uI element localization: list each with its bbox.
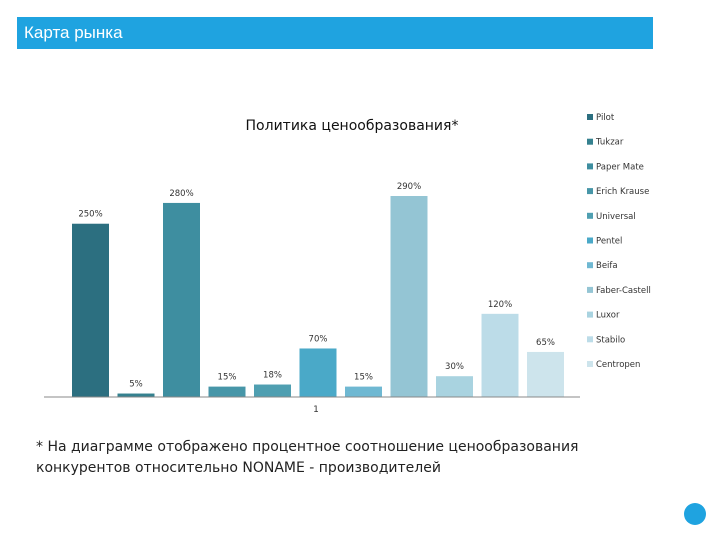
- data-label-pentel: 70%: [309, 334, 328, 344]
- legend-swatch-faber-castell: [587, 286, 593, 293]
- bar-centropen: [527, 351, 564, 397]
- data-label-stabilo: 120%: [488, 300, 512, 310]
- data-label-centropen: 65%: [536, 338, 555, 348]
- legend-label-universal: Universal: [596, 212, 636, 222]
- legend-label-erich-krause: Erich Krause: [596, 187, 649, 197]
- data-label-faber-castell: 290%: [397, 182, 421, 192]
- legend-swatch-tukzar: [587, 138, 593, 145]
- legend-label-pentel: Pentel: [596, 237, 622, 247]
- bar-erich-krause: [208, 386, 246, 397]
- legend-swatch-stabilo: [587, 336, 593, 343]
- bar-stabilo: [481, 313, 519, 397]
- legend-swatch-paper-mate: [587, 163, 593, 170]
- legend-swatch-centropen: [587, 361, 593, 367]
- x-tick-label: 1: [313, 405, 319, 415]
- legend-label-luxor: Luxor: [596, 311, 620, 321]
- data-label-universal: 18%: [263, 371, 282, 381]
- legend-label-paper-mate: Paper Mate: [596, 162, 644, 172]
- bar-pilot: [72, 223, 109, 397]
- legend-label-faber-castell: Faber-Castell: [596, 286, 651, 296]
- legend-swatch-pilot: [587, 114, 593, 120]
- bar-luxor: [436, 376, 473, 397]
- data-label-beifa: 15%: [354, 373, 373, 383]
- data-label-pilot: 250%: [78, 210, 102, 220]
- legend-swatch-beifa: [587, 262, 593, 269]
- bar-universal: [254, 384, 291, 397]
- legend-swatch-erich-krause: [587, 188, 593, 195]
- legend-label-beifa: Beifa: [596, 261, 618, 271]
- legend-swatch-universal: [587, 212, 593, 219]
- legend-label-centropen: Centropen: [596, 360, 640, 370]
- legend-label-tukzar: Tukzar: [595, 138, 624, 148]
- bar-tukzar: [117, 393, 155, 397]
- legend-label-pilot: Pilot: [596, 113, 615, 123]
- bar-beifa: [345, 386, 382, 397]
- slide-nav-dot[interactable]: [684, 503, 706, 525]
- chart-title: Политика ценообразования*: [246, 118, 459, 134]
- data-label-erich-krause: 15%: [218, 373, 237, 383]
- legend-swatch-pentel: [587, 237, 593, 244]
- slide-header: Карта рынка: [17, 17, 653, 49]
- legend-label-stabilo: Stabilo: [596, 335, 625, 345]
- legend: Pilot Tukzar Paper Mate Erich Krause Univers…: [587, 113, 651, 370]
- data-label-luxor: 30%: [445, 362, 464, 372]
- bar-faber-castell: [390, 196, 428, 397]
- data-label-tukzar: 5%: [129, 380, 143, 390]
- data-label-paper-mate: 280%: [169, 189, 193, 199]
- bar-paper-mate: [163, 202, 200, 397]
- slide-title: Карта рынка: [24, 23, 123, 42]
- legend-swatch-luxor: [587, 311, 593, 318]
- bar-pentel: [299, 348, 337, 397]
- footnote: * На диаграмме отображено процентное соо…: [36, 439, 579, 476]
